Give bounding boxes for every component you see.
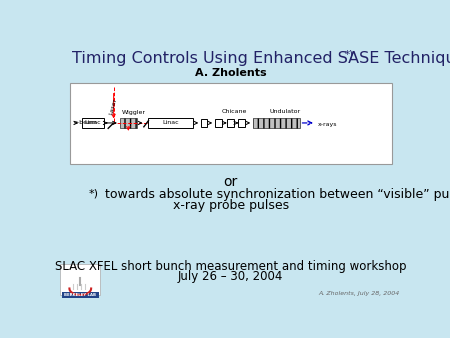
- Bar: [201, 119, 207, 127]
- Text: SLAC XFEL short bunch measurement and timing workshop: SLAC XFEL short bunch measurement and ti…: [55, 260, 406, 273]
- Text: Timing Controls Using Enhanced SASE Technique: Timing Controls Using Enhanced SASE Tech…: [72, 51, 450, 66]
- Text: Wiggler: Wiggler: [122, 110, 146, 115]
- Bar: [148, 118, 194, 127]
- Bar: [253, 118, 300, 127]
- Bar: [227, 119, 234, 127]
- Text: BERKELEY LAB: BERKELEY LAB: [64, 293, 96, 297]
- Bar: [60, 264, 100, 295]
- Bar: [62, 292, 99, 298]
- Text: *): *): [345, 50, 354, 60]
- Bar: [238, 119, 245, 127]
- Text: towards absolute synchronization between “visible” pump and: towards absolute synchronization between…: [101, 188, 450, 201]
- Text: *): *): [89, 188, 99, 198]
- Text: Laser: Laser: [109, 97, 118, 115]
- Text: Chicane: Chicane: [222, 109, 247, 114]
- Text: Linac: Linac: [84, 120, 101, 125]
- Text: x-rays: x-rays: [317, 122, 337, 127]
- Text: x-ray probe pulses: x-ray probe pulses: [172, 199, 289, 212]
- Text: A. Zholents, July 28, 2004: A. Zholents, July 28, 2004: [318, 291, 400, 296]
- Text: July 26 – 30, 2004: July 26 – 30, 2004: [178, 270, 284, 283]
- Bar: [215, 119, 222, 127]
- Text: Linac: Linac: [162, 120, 179, 125]
- Bar: [82, 118, 104, 127]
- Bar: [120, 118, 137, 127]
- Text: A. Zholents: A. Zholents: [195, 68, 266, 78]
- Text: Undulator: Undulator: [269, 109, 301, 114]
- Text: e-beam: e-beam: [73, 120, 97, 125]
- Text: or: or: [224, 175, 238, 189]
- Bar: [70, 83, 392, 164]
